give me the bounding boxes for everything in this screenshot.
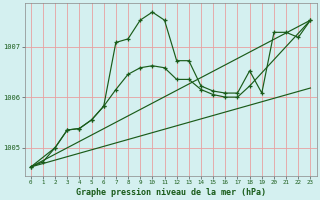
X-axis label: Graphe pression niveau de la mer (hPa): Graphe pression niveau de la mer (hPa) bbox=[76, 188, 266, 197]
